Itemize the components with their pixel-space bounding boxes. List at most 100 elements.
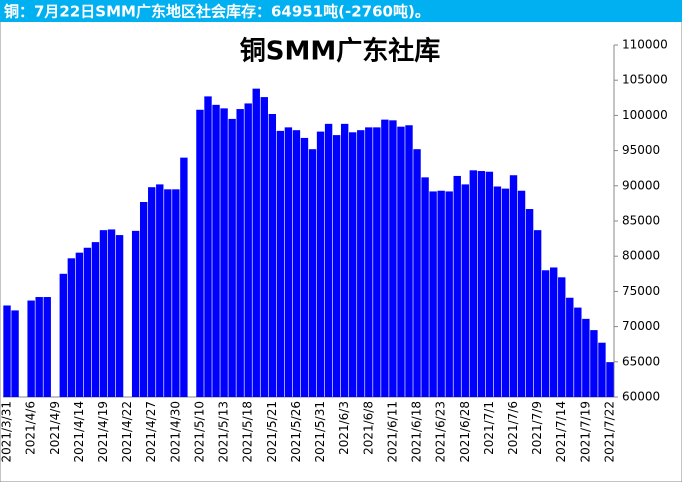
x-tick-label: 2021/6/3 [337,401,351,455]
bar [180,157,188,397]
x-tick-label: 2021/4/14 [72,401,86,463]
bar [99,230,108,397]
x-tick-label: 2021/5/13 [217,401,231,463]
x-tick-label: 2021/4/22 [120,401,134,463]
bar [172,189,180,397]
x-tick-label: 2021/7/9 [530,401,544,455]
bar [533,230,542,397]
bar [292,130,301,397]
y-tick-label: 90000 [622,178,660,192]
bar [566,297,574,397]
y-tick-label: 105000 [622,73,668,87]
x-tick-label: 2021/5/21 [265,401,279,463]
x-tick-label: 2021/7/19 [578,401,592,463]
x-tick-label: 2021/6/8 [361,401,375,455]
x-tick-label: 2021/6/11 [385,401,399,463]
bar [598,342,606,397]
bar [429,191,437,397]
x-tick-label: 2021/5/26 [289,401,303,463]
x-tick-label: 2021/6/23 [434,401,448,463]
x-tick-label: 2021/6/28 [458,401,472,463]
bar [501,188,510,397]
bar [244,103,252,397]
bar [389,120,397,397]
bar [196,109,204,397]
y-tick-label: 85000 [622,214,660,228]
bar [421,177,429,397]
bar [461,184,469,397]
bar [324,123,333,398]
bar [574,307,582,397]
bar [27,300,35,397]
bar [550,267,558,397]
y-tick-label: 75000 [622,284,660,298]
y-tick-label: 110000 [622,38,668,52]
bar [220,108,228,398]
bar [268,113,277,397]
bar [236,109,244,398]
bar [284,127,293,398]
y-tick-label: 100000 [622,108,668,122]
y-tick-label: 95000 [622,143,660,157]
bar [357,130,365,397]
x-tick-label: 2021/4/9 [48,401,62,455]
x-tick-label: 2021/5/31 [313,401,327,463]
bar [3,305,11,397]
bar [453,175,461,397]
bar [606,362,614,397]
header: 铜：7月22日SMM广东地区社会库存：64951吨(-2760吨)。 [4,3,430,21]
bar [35,297,43,397]
x-tick-label: 2021/6/18 [410,401,424,463]
bar [582,318,590,397]
bar [558,277,566,397]
bar [541,270,550,397]
bar [316,131,325,398]
x-tick-label: 2021/7/6 [506,401,520,455]
x-tick-label: 2021/4/19 [96,401,110,463]
bar [397,126,405,397]
bar [405,125,413,398]
bar [437,190,445,397]
bar [252,88,260,397]
bar [212,104,220,397]
bar [469,170,478,397]
bar [67,258,76,397]
bar [517,190,526,397]
bar [349,132,357,397]
bar [373,127,381,398]
bar [43,297,51,397]
bar [413,149,421,397]
bar [445,191,453,397]
bar [83,247,92,397]
bar [509,175,518,397]
bar [525,209,534,397]
bar [131,230,140,397]
x-tick-label: 2021/4/27 [144,401,158,463]
x-tick-label: 2021/7/1 [482,401,496,455]
chart-title: 铜SMM广东社库 [240,36,440,67]
bar [590,330,598,397]
bar [59,273,67,397]
bar [477,171,486,397]
bar [164,189,172,397]
bar [300,137,309,398]
bar [340,123,349,398]
y-tick-label: 60000 [622,390,660,404]
x-tick-label: 2021/3/31 [0,401,14,463]
y-tick-label: 80000 [622,249,660,263]
y-tick-label: 70000 [622,319,660,333]
bar [381,119,389,398]
x-tick-label: 2021/4/30 [168,401,182,463]
y-tick-label: 65000 [622,354,660,368]
x-tick-label: 2021/5/18 [241,401,255,463]
bar [332,135,341,397]
header-bar [0,0,682,22]
bar [485,171,494,397]
x-tick-label: 2021/7/14 [554,401,568,463]
x-tick-label: 2021/7/22 [602,401,616,463]
bar [260,97,268,397]
bar [139,201,148,397]
bar [365,127,373,398]
bar [107,229,116,397]
